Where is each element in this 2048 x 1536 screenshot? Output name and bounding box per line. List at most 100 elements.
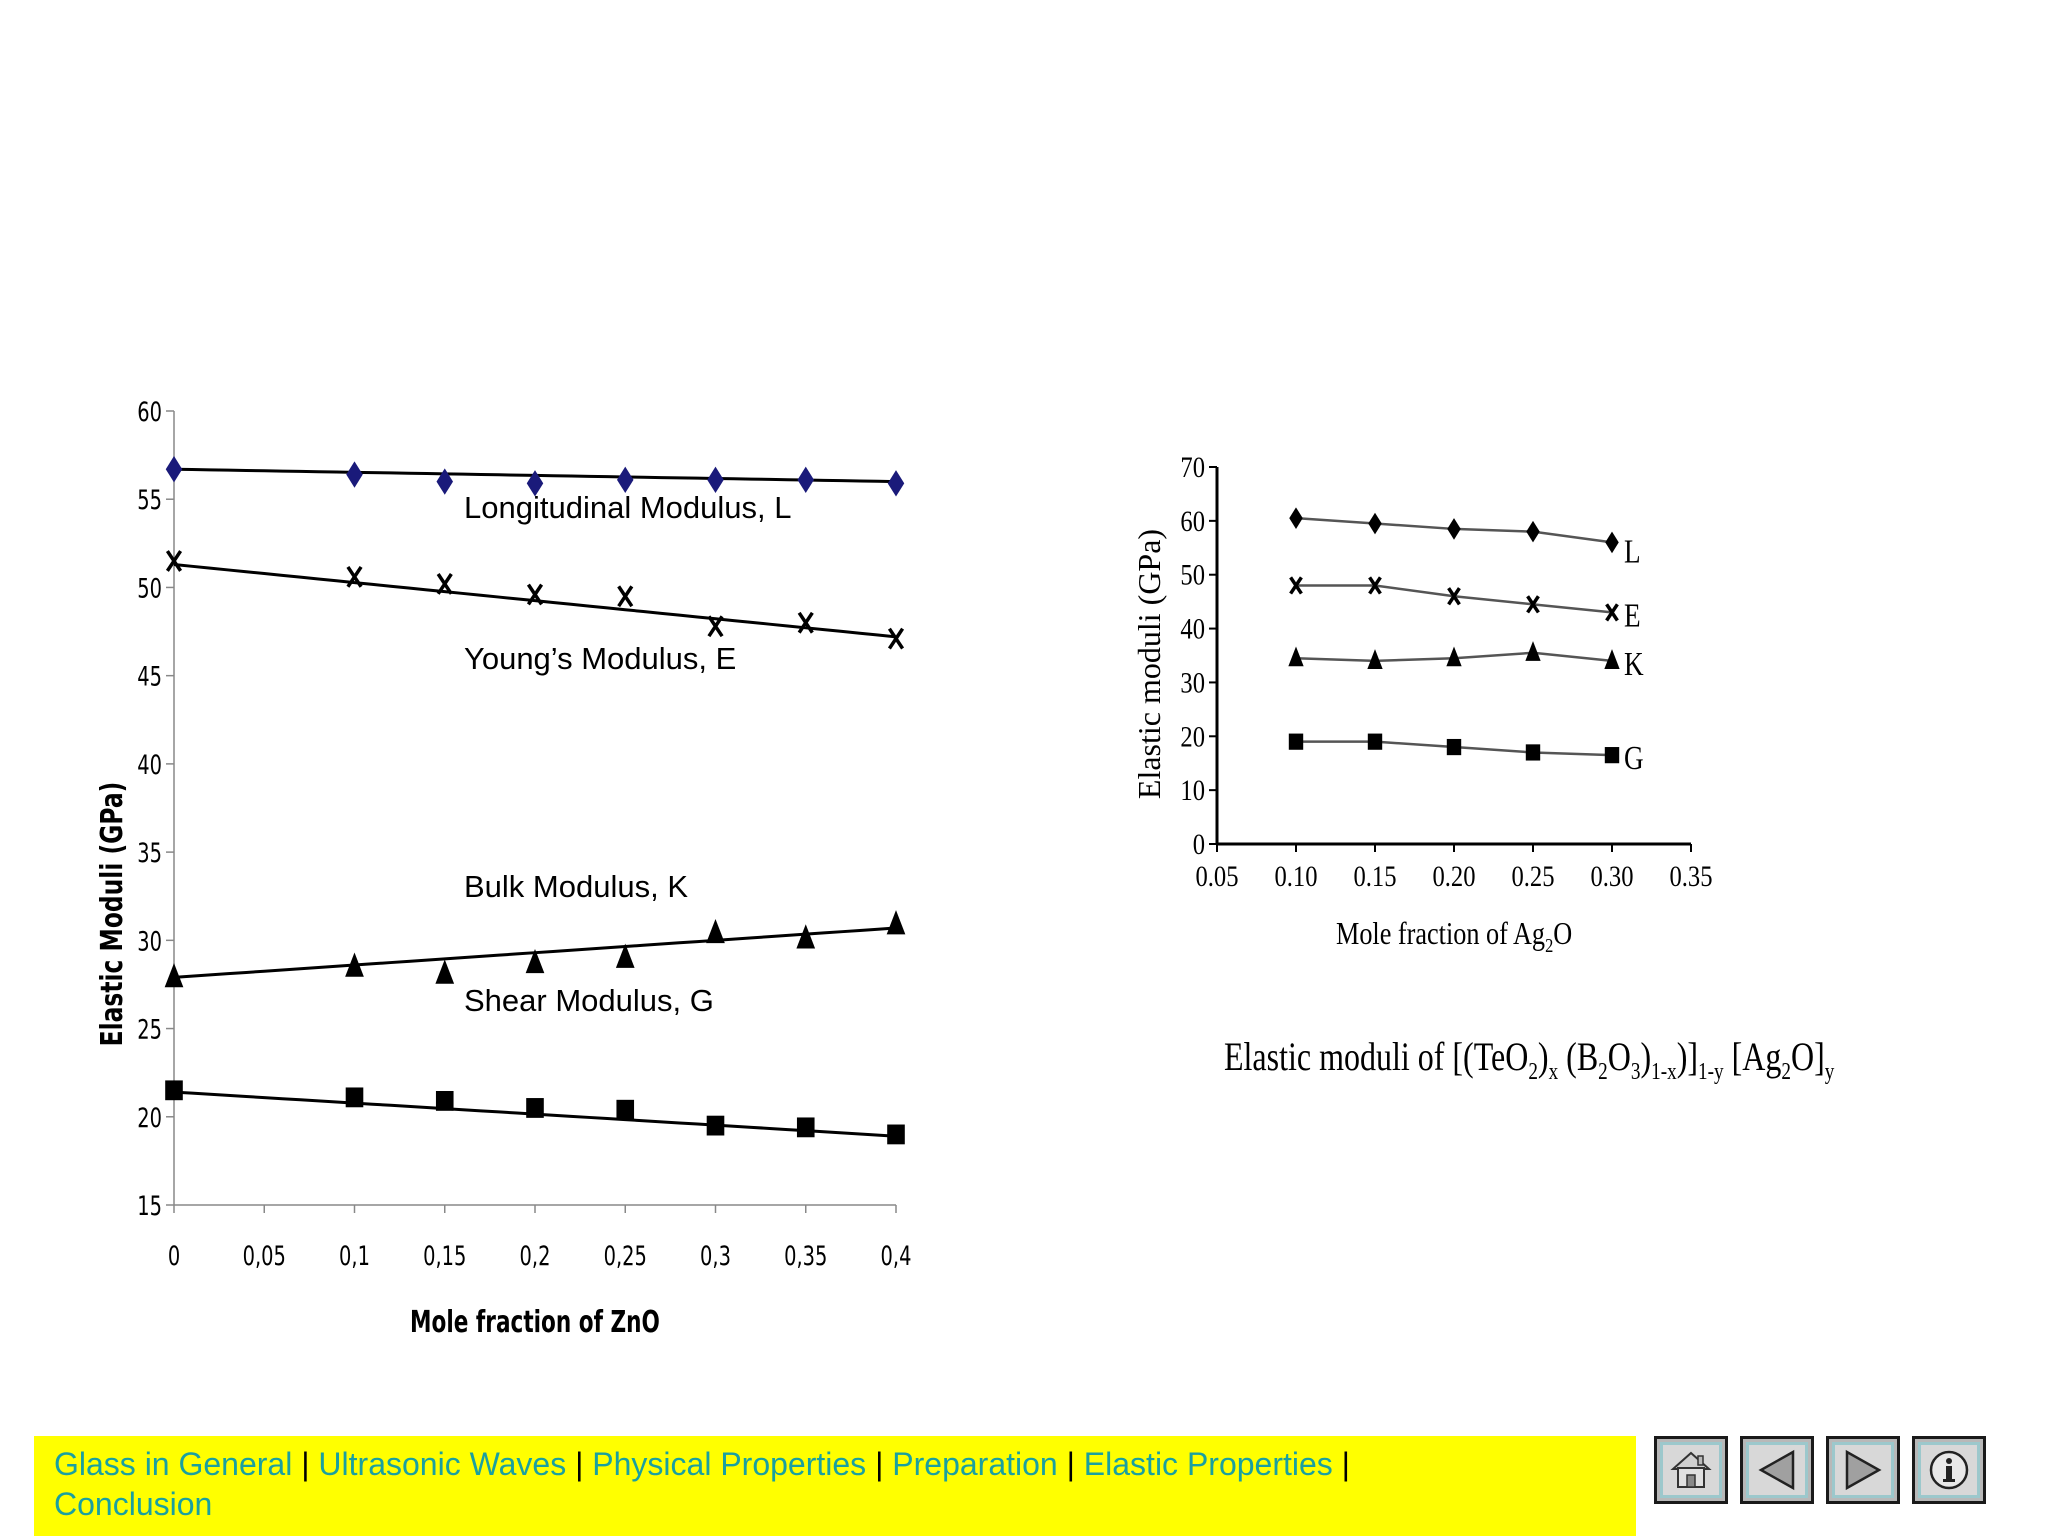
data-point-k	[1525, 641, 1541, 661]
right-y-axis-title: Elastic moduli (GPa)	[1131, 529, 1167, 799]
left-x-tick-label: 0,1	[339, 1240, 370, 1272]
data-point-shear-modulus-g	[435, 1090, 454, 1111]
data-point-young-s-modulus-e	[707, 615, 724, 638]
data-point-young-s-modulus-e	[436, 573, 453, 595]
data-point-shear-modulus-g	[887, 1124, 905, 1145]
nav-separator: |	[301, 1446, 310, 1482]
data-point-k	[1446, 646, 1462, 667]
data-point-shear-modulus-g	[796, 1117, 815, 1138]
series-label-youngs: Young’s Modulus, E	[464, 641, 736, 676]
data-point-shear-modulus-g	[165, 1080, 183, 1101]
data-point-young-s-modulus-e	[165, 550, 183, 572]
series-label-longitudinal: Longitudinal Modulus, L	[464, 490, 791, 525]
data-point-e	[1605, 603, 1619, 622]
triangle-right-icon	[1845, 1449, 1882, 1491]
data-point-longitudinal-modulus-l	[707, 466, 724, 494]
nav-link-physical-properties[interactable]: Physical Properties	[592, 1446, 867, 1482]
navigation-buttons	[1654, 1436, 1986, 1504]
right-x-tick-label: 0.30	[1590, 860, 1633, 893]
left-x-tick-label: 0,4	[881, 1240, 912, 1272]
data-point-bulk-modulus-k	[345, 952, 364, 977]
figure-canvas: 15 20 25 30 35 40 45 50 55 60 0 0,05 0,1 0,15 0,2 0,25 0…	[95, 396, 1834, 1340]
data-point-shear-modulus-g	[345, 1087, 364, 1108]
left-y-tick-label: 20	[137, 1102, 162, 1134]
data-point-bulk-modulus-k	[706, 918, 725, 944]
data-point-longitudinal-modulus-l	[165, 456, 183, 483]
data-point-l	[1289, 507, 1303, 529]
left-y-tick-label: 50	[137, 572, 162, 604]
data-point-young-s-modulus-e	[526, 583, 544, 606]
series-label-l: L	[1624, 533, 1641, 571]
data-point-longitudinal-modulus-l	[436, 468, 453, 495]
left-x-tick-label: 0,05	[243, 1240, 286, 1272]
series-label-k: K	[1624, 645, 1644, 683]
right-y-tick-label: 70	[1180, 451, 1205, 484]
data-point-longitudinal-modulus-l	[346, 461, 363, 488]
data-point-bulk-modulus-k	[615, 943, 635, 968]
data-point-e	[1368, 576, 1382, 595]
right-x-axis-title: Mole fraction of Ag2O	[1336, 917, 1572, 957]
left-y-tick-label: 35	[137, 837, 162, 869]
left-x-tick-label: 0,15	[423, 1240, 466, 1272]
navigation-bar: Glass in General | Ultrasonic Waves | Ph…	[34, 1436, 1636, 1536]
right-x-tick-label: 0.05	[1195, 860, 1238, 893]
data-point-e	[1526, 595, 1540, 614]
left-x-tick-label: 0,35	[784, 1240, 827, 1272]
trend-line-young-s-modulus-e	[173, 563, 897, 639]
right-y-tick-label: 50	[1180, 558, 1205, 591]
nav-separator: |	[1341, 1446, 1350, 1482]
data-point-longitudinal-modulus-l	[526, 470, 544, 497]
data-point-young-s-modulus-e	[887, 627, 905, 650]
left-y-tick-label: 30	[137, 925, 162, 957]
data-point-g	[1367, 733, 1383, 750]
triangle-left-icon	[1758, 1449, 1795, 1491]
data-point-k	[1604, 649, 1620, 669]
nav-link-ultrasonic-waves[interactable]: Ultrasonic Waves	[318, 1446, 567, 1482]
data-point-l	[1605, 531, 1619, 554]
left-y-tick-label: 45	[137, 660, 162, 692]
nav-link-conclusion[interactable]: Conclusion	[54, 1486, 213, 1522]
left-x-tick-label: 0,25	[604, 1240, 647, 1272]
data-point-bulk-modulus-k	[164, 963, 184, 988]
data-point-young-s-modulus-e	[617, 585, 634, 608]
previous-button[interactable]	[1740, 1436, 1814, 1504]
figure-caption: Elastic moduli of [(TeO2)x (B2O3)1-x)]1-…	[1224, 1035, 1834, 1085]
nav-link-elastic-properties[interactable]: Elastic Properties	[1083, 1446, 1333, 1482]
right-y-tick-label: 10	[1180, 774, 1205, 807]
home-button[interactable]	[1654, 1436, 1728, 1504]
left-x-tick-label: 0,2	[520, 1240, 551, 1272]
data-point-g	[1604, 747, 1620, 764]
right-y-tick-label: 20	[1180, 720, 1205, 753]
series-label-g: G	[1624, 739, 1644, 777]
data-point-longitudinal-modulus-l	[797, 466, 814, 494]
data-point-g	[1446, 738, 1462, 756]
home-icon	[1670, 1451, 1712, 1488]
data-point-young-s-modulus-e	[346, 565, 363, 588]
left-x-axis-title: Mole fraction of ZnO	[410, 1306, 660, 1340]
left-y-axis-title: Elastic Moduli (GPa)	[95, 782, 130, 1047]
left-chart: 15 20 25 30 35 40 45 50 55 60 0 0,05 0,1 0,15 0,2 0,25 0…	[95, 396, 911, 1340]
nav-separator: |	[875, 1446, 884, 1482]
left-y-tick-label: 15	[137, 1190, 162, 1222]
data-point-k	[1288, 646, 1304, 667]
right-y-tick-label: 60	[1180, 505, 1205, 538]
nav-link-preparation[interactable]: Preparation	[892, 1446, 1058, 1482]
left-x-tick-label: 0,3	[700, 1240, 731, 1272]
data-point-shear-modulus-g	[526, 1098, 544, 1118]
data-point-bulk-modulus-k	[886, 910, 906, 935]
data-point-shear-modulus-g	[706, 1115, 725, 1136]
next-button[interactable]	[1826, 1436, 1900, 1504]
right-x-tick-label: 0.15	[1353, 860, 1396, 893]
right-x-tick-label: 0.10	[1274, 860, 1317, 893]
right-chart: 0 10 20 30 40 50 60 70 0.05 0.10 0.15 0.20 0.25 0.30 0…	[1131, 451, 1713, 957]
right-x-tick-label: 0.35	[1669, 860, 1712, 893]
data-point-bulk-modulus-k	[435, 959, 455, 984]
left-y-tick-label: 25	[137, 1013, 162, 1045]
left-x-tick-label: 0	[168, 1240, 180, 1272]
data-point-e	[1447, 587, 1461, 606]
data-point-l	[1368, 512, 1382, 535]
right-x-tick-label: 0.20	[1432, 860, 1475, 893]
info-button[interactable]	[1912, 1436, 1986, 1504]
nav-link-glass-in-general[interactable]: Glass in General	[54, 1446, 293, 1482]
data-point-k	[1367, 649, 1383, 669]
